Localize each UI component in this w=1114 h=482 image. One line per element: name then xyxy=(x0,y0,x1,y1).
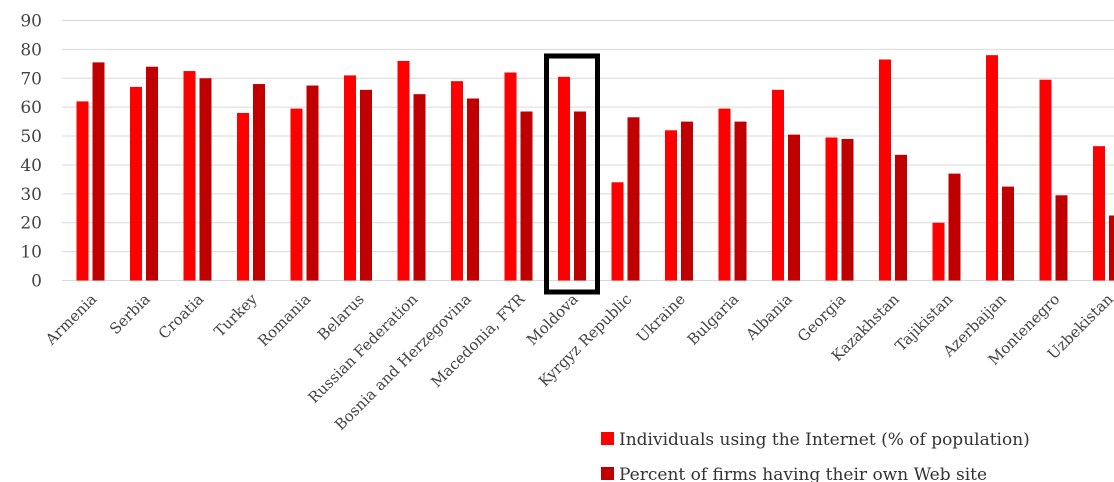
x-category-label: Kyrgyz Republic xyxy=(535,290,635,390)
bar-internet-users xyxy=(825,137,838,281)
bar-firms-website xyxy=(734,121,747,281)
bar-firms-website xyxy=(627,117,640,281)
bar-internet-users xyxy=(183,71,196,281)
legend-swatch-internet xyxy=(601,432,614,445)
legend: Individuals using the Internet (% of pop… xyxy=(601,430,1030,482)
x-category-label: Armenia xyxy=(41,290,100,349)
legend-label-internet: Individuals using the Internet (% of pop… xyxy=(619,430,1030,450)
bar-firms-website xyxy=(467,98,479,281)
y-tick-label: 60 xyxy=(20,98,42,118)
x-category-label: Romania xyxy=(254,290,314,350)
bar-firms-website xyxy=(253,84,265,281)
bar-internet-users xyxy=(772,89,784,281)
bar-internet-users xyxy=(130,86,142,281)
bar-firms-website xyxy=(92,62,105,281)
y-tick-label: 30 xyxy=(20,185,42,205)
bar-internet-users xyxy=(451,81,463,281)
bar-firms-website xyxy=(841,138,854,281)
bars xyxy=(76,55,1114,281)
bar-internet-users xyxy=(76,101,89,281)
y-tick-label: 90 xyxy=(20,12,42,32)
bar-firms-website xyxy=(146,66,158,281)
bar-firms-website xyxy=(306,85,319,281)
bar-firms-website xyxy=(520,111,533,281)
x-category-label: Georgia xyxy=(794,290,849,345)
y-tick-label: 40 xyxy=(20,156,42,176)
y-tick-label: 20 xyxy=(20,214,42,234)
highlight-box xyxy=(544,53,600,295)
bar-firms-website xyxy=(895,154,907,281)
y-tick-label: 0 xyxy=(31,272,42,292)
x-category-label: Bulgaria xyxy=(684,290,743,349)
bar-firms-website xyxy=(360,89,372,281)
x-category-label: Belarus xyxy=(314,290,368,344)
bar-firms-website xyxy=(948,173,961,281)
bar-internet-users xyxy=(718,108,731,281)
x-category-label: Turkey xyxy=(210,290,261,341)
x-category-label: Croatia xyxy=(155,290,208,343)
y-axis-ticks: 0 10 20 30 40 50 60 70 80 90 xyxy=(20,12,42,292)
bar-internet-users xyxy=(611,182,624,281)
y-tick-label: 50 xyxy=(20,127,42,147)
y-tick-label: 10 xyxy=(20,243,42,263)
bar-firms-website xyxy=(1055,195,1068,281)
bar-internet-users xyxy=(504,72,517,281)
bar-internet-users xyxy=(932,222,945,281)
bar-internet-users xyxy=(558,76,570,281)
y-tick-label: 70 xyxy=(20,69,42,89)
bar-internet-users xyxy=(1039,79,1052,281)
x-category-label: Ukraine xyxy=(633,290,689,346)
bar-firms-website xyxy=(199,78,212,281)
bar-firms-website xyxy=(1109,215,1114,281)
bar-firms-website xyxy=(413,94,426,281)
bar-internet-users xyxy=(397,60,410,281)
bar-firms-website xyxy=(788,134,800,281)
y-tick-label: 80 xyxy=(20,40,42,60)
bar-internet-users xyxy=(237,112,249,281)
bar-firms-website xyxy=(574,111,586,281)
bar-firms-website xyxy=(681,121,693,281)
x-category-label: Macedonia, FYR xyxy=(427,290,528,391)
x-category-label: Serbia xyxy=(106,290,154,338)
x-category-label: Albania xyxy=(742,290,796,344)
bar-internet-users xyxy=(665,130,677,281)
bar-firms-website xyxy=(1002,186,1014,281)
bar-internet-users xyxy=(986,55,998,281)
legend-swatch-website xyxy=(601,467,614,480)
bar-internet-users xyxy=(290,108,303,281)
bar-internet-users xyxy=(1093,146,1105,281)
bar-internet-users xyxy=(344,75,356,281)
bar-internet-users xyxy=(879,59,891,281)
legend-label-website: Percent of firms having their own Web si… xyxy=(619,465,987,482)
